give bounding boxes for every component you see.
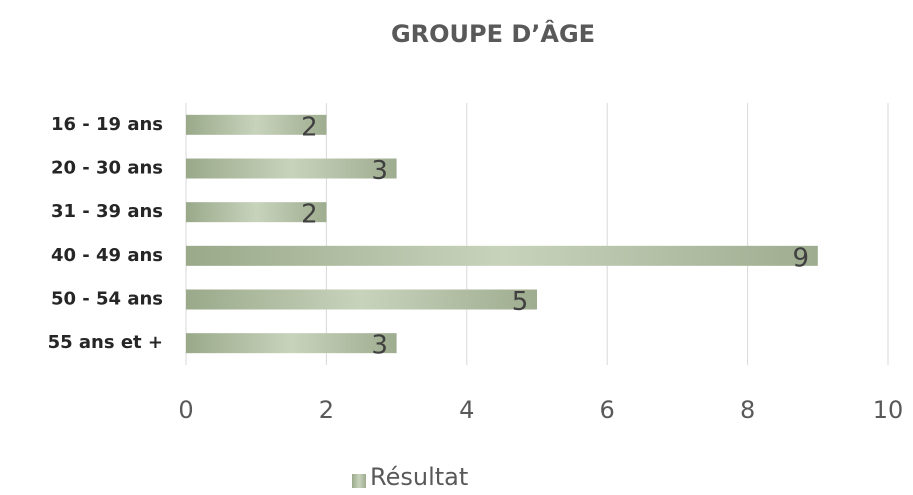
x-tick-label: 4: [459, 396, 474, 424]
bar: [186, 289, 537, 310]
x-tick-label: 2: [319, 396, 334, 424]
x-tick-label: 6: [600, 396, 615, 424]
bar: [186, 114, 327, 135]
legend-label: Résultat: [370, 463, 468, 491]
y-tick-label: 16 - 19 ans: [51, 114, 163, 135]
x-tick-label: 10: [873, 396, 904, 424]
y-tick-label: 40 - 49 ans: [51, 245, 163, 266]
x-tick-label: 0: [178, 396, 193, 424]
bar: [186, 333, 397, 354]
data-label: 5: [512, 287, 529, 317]
bar: [186, 158, 397, 179]
data-label: 9: [793, 243, 810, 273]
data-label: 2: [301, 112, 318, 142]
y-tick-label: 50 - 54 ans: [51, 289, 163, 310]
bar: [186, 202, 327, 223]
x-tick-label: 8: [740, 396, 755, 424]
chart-title: GROUPE D’ÂGE: [391, 19, 595, 48]
y-tick-label: 20 - 30 ans: [51, 158, 163, 179]
y-tick-label: 31 - 39 ans: [51, 201, 163, 222]
data-label: 3: [371, 331, 388, 361]
y-tick-label: 55 ans et +: [48, 332, 163, 353]
bar: [186, 245, 818, 266]
data-label: 3: [371, 156, 388, 186]
legend-swatch: [352, 474, 366, 488]
data-label: 2: [301, 200, 318, 230]
